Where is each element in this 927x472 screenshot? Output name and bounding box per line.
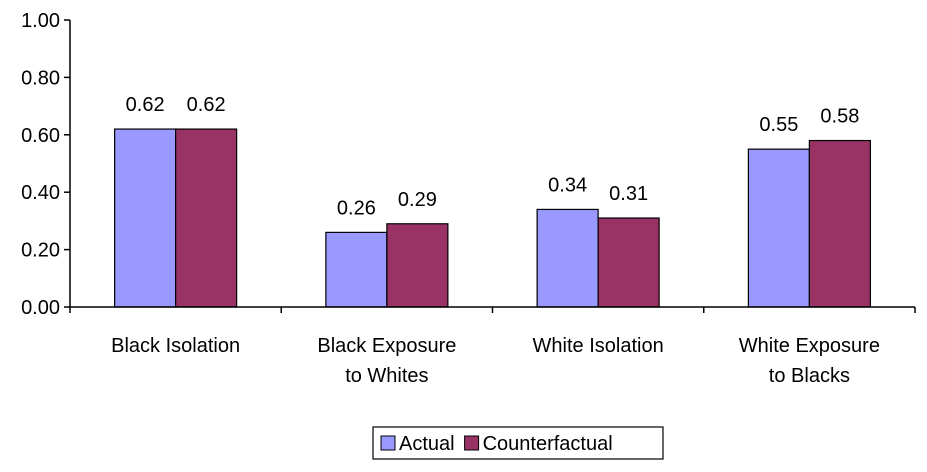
bar-counterfactual bbox=[597, 217, 660, 308]
x-category-label: to Whites bbox=[345, 365, 428, 387]
x-category-label: Black Isolation bbox=[111, 335, 240, 357]
legend-swatch-counterfactual bbox=[464, 435, 480, 451]
data-label: 0.62 bbox=[126, 94, 165, 116]
category-labels-group: Black Isolation Black Exposure to Whites Wh… bbox=[111, 335, 880, 387]
y-tick-label: 0.40 bbox=[21, 182, 60, 204]
legend-swatch-actual bbox=[380, 435, 396, 451]
data-label: 0.29 bbox=[398, 189, 437, 211]
y-ticks-group: 0.00 0.20 0.40 0.60 0.80 1.00 bbox=[21, 10, 70, 319]
bars-group bbox=[114, 128, 871, 308]
x-category-label: White Exposure bbox=[739, 335, 880, 357]
bar-actual bbox=[114, 128, 177, 308]
bar-counterfactual bbox=[386, 223, 449, 308]
y-tick-label: 0.00 bbox=[21, 297, 60, 319]
y-tick-label: 0.60 bbox=[21, 125, 60, 147]
data-label: 0.34 bbox=[548, 174, 587, 196]
legend-label: Actual bbox=[399, 433, 455, 455]
x-category-label: White Isolation bbox=[533, 335, 664, 357]
data-label: 0.55 bbox=[759, 114, 798, 136]
x-category-label: Black Exposure bbox=[317, 335, 456, 357]
bar-actual bbox=[747, 148, 810, 308]
y-tick-label: 0.80 bbox=[21, 67, 60, 89]
data-label: 0.58 bbox=[820, 106, 859, 128]
y-tick-label: 0.20 bbox=[21, 240, 60, 262]
bar-counterfactual bbox=[175, 128, 238, 308]
y-tick-label: 1.00 bbox=[21, 10, 60, 32]
data-label: 0.62 bbox=[187, 94, 226, 116]
legend: Actual Counterfactual bbox=[372, 426, 664, 460]
x-category-label: to Blacks bbox=[769, 365, 850, 387]
data-label: 0.26 bbox=[337, 197, 376, 219]
bar-counterfactual bbox=[808, 139, 871, 308]
data-label: 0.31 bbox=[609, 183, 648, 205]
legend-label: Counterfactual bbox=[483, 433, 613, 455]
bar-actual bbox=[536, 208, 599, 308]
bar-actual bbox=[325, 231, 388, 308]
data-labels-group: 0.62 0.62 0.26 0.29 0.34 0.31 0.55 0.58 bbox=[126, 94, 860, 219]
legend-items: Actual Counterfactual bbox=[380, 433, 613, 455]
x-ticks-group bbox=[69, 307, 916, 313]
legend-box bbox=[372, 426, 664, 460]
